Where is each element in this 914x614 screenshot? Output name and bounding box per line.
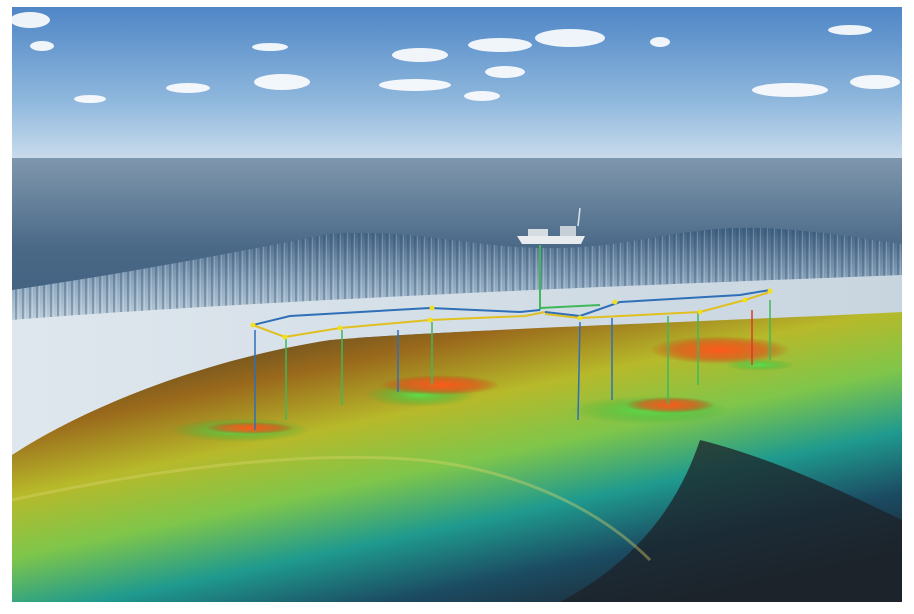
field-zone — [650, 336, 790, 364]
field-zone — [380, 375, 500, 395]
water-streaks — [12, 227, 902, 330]
field-zone — [725, 359, 795, 371]
field-zone — [625, 397, 715, 413]
clouds — [10, 12, 900, 103]
subsea-nodes — [250, 288, 773, 340]
pipelines — [252, 245, 771, 339]
wells — [254, 300, 771, 430]
seabed-plane — [12, 275, 902, 455]
dark-terrain — [560, 440, 902, 602]
ridge — [11, 455, 652, 562]
field-zone — [205, 422, 295, 434]
vessel — [517, 207, 585, 244]
sky — [12, 7, 902, 159]
